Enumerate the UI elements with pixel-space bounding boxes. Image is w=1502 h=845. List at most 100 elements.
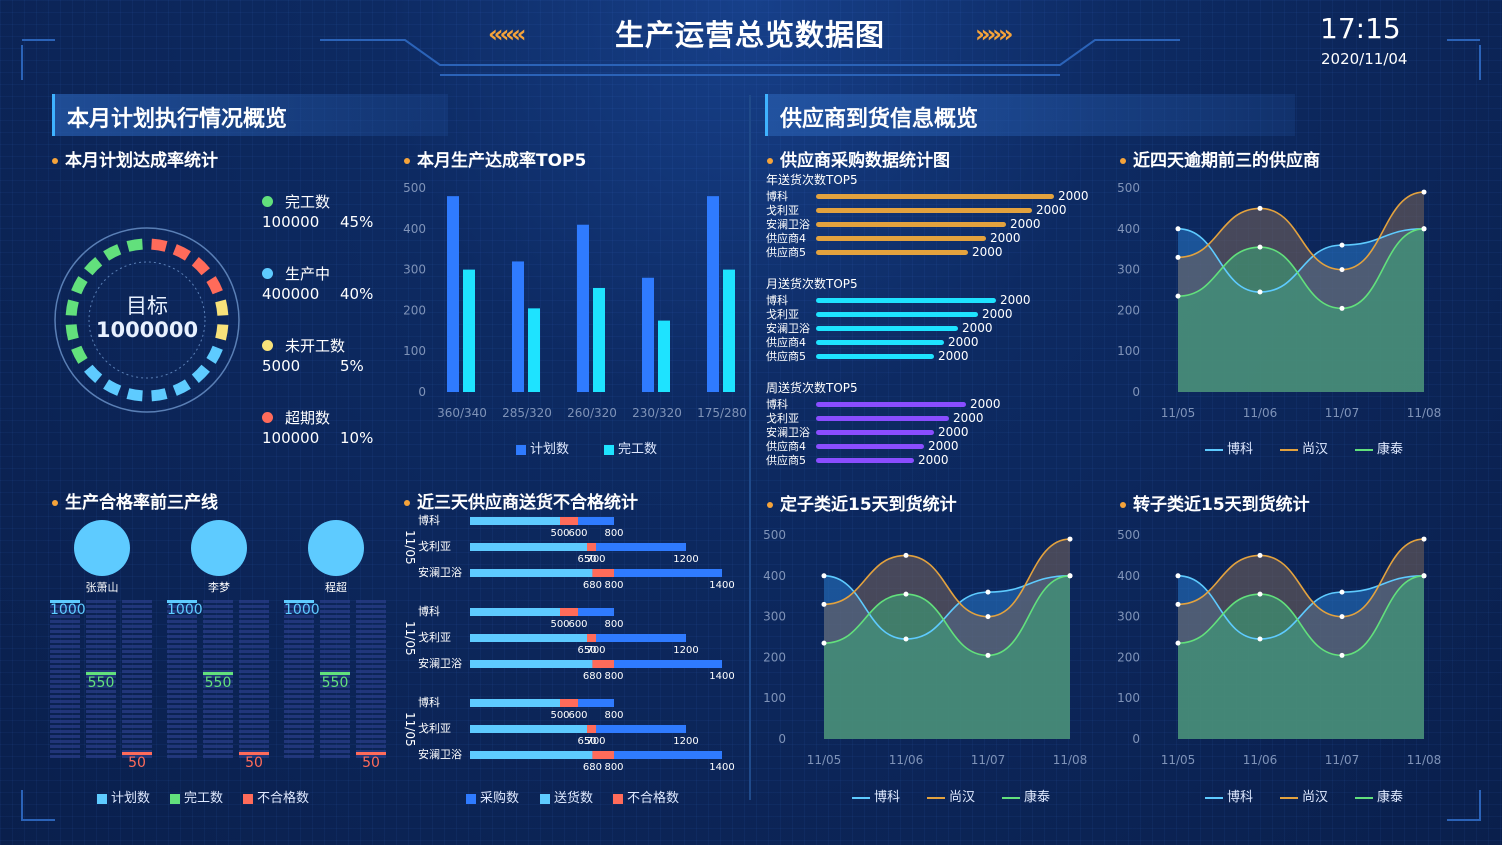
quality-bar-slot xyxy=(284,750,314,753)
purchase-group-title: 月送货次数TOP5 xyxy=(766,276,858,291)
overdue-point xyxy=(1175,254,1181,260)
delivery-label: 800 xyxy=(604,528,623,539)
rotor-point xyxy=(1175,640,1181,646)
purchase-bar xyxy=(816,250,968,255)
delivery-label: 1400 xyxy=(709,762,734,773)
purchase-value: 2000 xyxy=(970,397,1001,411)
quality-bar-slot xyxy=(284,730,314,733)
purchase-supplier: 戈利亚 xyxy=(766,204,799,217)
quality-bar-slot xyxy=(284,630,314,633)
top5-title: 本月生产达成率TOP5 xyxy=(404,146,586,171)
top5-x-tick: 360/340 xyxy=(437,406,487,420)
quality-bar-slot xyxy=(50,720,80,723)
ring-segment xyxy=(151,388,168,402)
overdue-y-tick: 500 xyxy=(1117,181,1140,195)
quality-bar-level xyxy=(122,752,152,755)
quality-bar-slot xyxy=(122,730,152,733)
quality-bar-slot xyxy=(239,685,269,688)
rotor-point xyxy=(1257,636,1263,642)
purchase-supplier: 供应商5 xyxy=(766,453,806,467)
quality-bar-slot xyxy=(356,700,386,703)
overdue-point xyxy=(1257,244,1263,250)
quality-bar-slot xyxy=(239,660,269,663)
quality-bar-slot xyxy=(122,755,152,758)
overdue-point xyxy=(1175,226,1181,232)
rotor-x-tick: 11/05 xyxy=(1161,753,1196,767)
quality-bar-slot xyxy=(356,615,386,618)
quality-bar-slot xyxy=(167,735,197,738)
purchase-supplier: 戈利亚 xyxy=(766,308,799,321)
overdue-y-tick: 0 xyxy=(1132,385,1140,399)
quality-bar-slot xyxy=(122,695,152,698)
delivery-bar-delivered xyxy=(470,660,593,668)
line-legend-item: 尚汉 xyxy=(1280,438,1328,457)
quality-bar-value: 1000 xyxy=(50,602,86,618)
quality-bar-slot xyxy=(86,605,116,608)
quality-bar-slot xyxy=(239,705,269,708)
quality-bar-slot xyxy=(320,705,350,708)
quality-bar-slot xyxy=(50,640,80,643)
ring-segment xyxy=(126,238,143,252)
quality-bar-slot xyxy=(320,720,350,723)
overdue-point xyxy=(1339,267,1345,273)
quality-bar-slot xyxy=(320,625,350,628)
rotor-area-康泰 xyxy=(1178,575,1424,739)
quality-bar-slot xyxy=(320,735,350,738)
quality-bar-slot xyxy=(50,675,80,678)
rotor-y-tick: 500 xyxy=(1117,528,1140,542)
delivery-label: 600 xyxy=(568,528,587,539)
quality-bar-slot xyxy=(203,710,233,713)
quality-bar-slot xyxy=(356,650,386,653)
delivery-bar-delivered xyxy=(470,634,587,642)
line-legend-item: 博科 xyxy=(852,786,900,805)
quality-bar-slot xyxy=(86,730,116,733)
quality-bar-slot xyxy=(86,665,116,668)
ring-inner-circle xyxy=(88,261,206,379)
plan-item-value: 400000 xyxy=(262,285,320,303)
quality-bar-value: 1000 xyxy=(167,602,203,618)
delivery-label: 700 xyxy=(586,736,605,747)
quality-bar-slot xyxy=(86,695,116,698)
quality-bar-slot xyxy=(122,740,152,743)
quality-bar-slot xyxy=(320,695,350,698)
quality-bar-slot xyxy=(239,610,269,613)
stator-area-chart: 0 100 200 300 400 500 11/05 11/06 11/07 11/08 xyxy=(763,528,1087,767)
delivery-bar-fail xyxy=(587,543,596,551)
purchase-value: 2000 xyxy=(938,425,969,439)
clock-time: 17:15 xyxy=(1320,12,1401,45)
quality-bar-slot xyxy=(356,635,386,638)
top5-bar-chart: 0 100 200 300 400 500 360/340 285/320 260/320 230… xyxy=(403,181,747,420)
purchase-bar xyxy=(816,312,978,317)
delivery-supplier: 安澜卫浴 xyxy=(418,656,462,670)
quality-bar-slot xyxy=(167,610,197,613)
overdue-point xyxy=(1421,226,1427,232)
delivery-label: 500 xyxy=(550,528,569,539)
purchase-group-title: 周送货次数TOP5 xyxy=(766,380,858,395)
overdue-y-tick: 100 xyxy=(1117,344,1140,358)
overdue-point xyxy=(1257,205,1263,211)
line-legend-item: 康泰 xyxy=(1002,786,1050,805)
plan-item-name: 未开工数 xyxy=(285,337,346,355)
quality-bar-slot xyxy=(86,710,116,713)
quality-bar-slot xyxy=(167,640,197,643)
quality-bar-slot xyxy=(203,690,233,693)
quality-bar-slot xyxy=(239,625,269,628)
line-legend-item: 尚汉 xyxy=(1280,786,1328,805)
quality-bar-slot xyxy=(122,675,152,678)
purchase-supplier: 博科 xyxy=(766,189,788,203)
quality-bar-slot xyxy=(50,695,80,698)
delivery-bar-delivered xyxy=(470,699,560,707)
quality-bar-slot xyxy=(50,610,80,613)
line-legend-item: 博科 xyxy=(1205,786,1253,805)
quality-bar-slot xyxy=(356,605,386,608)
top5-bar-done xyxy=(593,287,605,392)
quality-bar-slot xyxy=(203,600,233,603)
delivery-supplier: 博科 xyxy=(418,695,440,709)
quality-bar-slot xyxy=(203,605,233,608)
quality-bar-slot xyxy=(86,705,116,708)
quality-bar-slot xyxy=(86,625,116,628)
quality-bar-slot xyxy=(320,680,350,683)
quality-bar-slot xyxy=(203,660,233,663)
plan-item-percent: 10% xyxy=(340,429,374,447)
